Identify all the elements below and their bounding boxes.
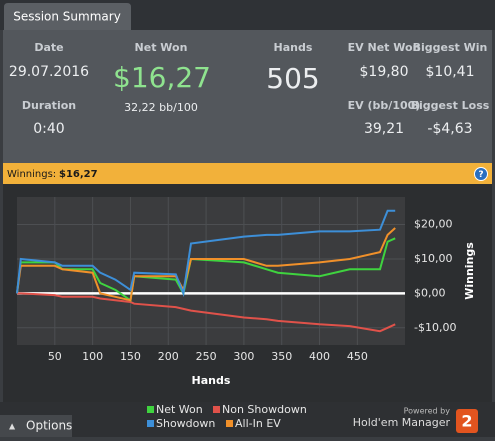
stat-label: EV (bb/100) <box>348 99 421 112</box>
y-tick-label: $0,00 <box>414 286 446 299</box>
winnings-label: Winnings: <box>7 169 56 180</box>
x-tick-label: 300 <box>233 350 254 363</box>
stat-label: Biggest Win <box>413 41 488 54</box>
brand: Hold'em Manager <box>353 416 451 429</box>
powered-by: Powered by <box>404 407 451 416</box>
stat-value: 29.07.2016 <box>9 64 89 80</box>
x-tick-label: 450 <box>347 350 368 363</box>
legend-swatch <box>147 420 154 427</box>
stat-label: Duration <box>22 99 76 112</box>
x-axis-label: Hands <box>192 374 231 387</box>
stat-label: Hands <box>274 41 313 54</box>
stat-value: $16,27 <box>113 61 211 94</box>
x-tick-label: 50 <box>48 350 62 363</box>
stat-value: $19,80 <box>360 64 409 80</box>
x-tick-label: 350 <box>271 350 292 363</box>
stat-label: Net Won <box>135 41 188 54</box>
footer <box>0 402 495 437</box>
y-tick-label: $10,00 <box>414 252 453 265</box>
legend-label: Net Won <box>156 403 203 416</box>
stat-label: Date <box>34 41 63 54</box>
legend-swatch <box>226 420 233 427</box>
legend-label: All-In EV <box>235 417 281 430</box>
help-icon[interactable] <box>474 167 488 181</box>
series-line <box>17 292 396 333</box>
stat-value: -$4,63 <box>427 121 472 137</box>
legend-swatch <box>147 406 154 413</box>
series-line <box>16 209 396 298</box>
options-arrow[interactable]: ▲ <box>9 422 16 431</box>
legend-label: Showdown <box>156 417 215 430</box>
tab-label[interactable]: Session Summary <box>13 10 121 24</box>
legend-swatch <box>213 406 220 413</box>
winnings-value: $16,27 <box>59 169 98 180</box>
x-tick-label: 200 <box>158 350 179 363</box>
logo <box>456 409 478 433</box>
y-tick-label: -$10,00 <box>414 321 456 334</box>
stat-label: EV Net Won <box>348 41 421 54</box>
legend-label: Non Showdown <box>222 403 307 416</box>
stat-value: $10,41 <box>426 64 475 80</box>
x-tick-label: 250 <box>196 350 217 363</box>
x-tick-label: 400 <box>309 350 330 363</box>
help-text[interactable]: ? <box>478 170 483 180</box>
logo-text: 2 <box>461 412 472 431</box>
winnings-bar <box>3 163 492 184</box>
stat-value: 505 <box>266 62 319 95</box>
y-tick-label: $20,00 <box>414 218 453 231</box>
x-tick-label: 150 <box>120 350 141 363</box>
options-tab[interactable] <box>0 415 72 437</box>
stats-panel <box>3 30 492 163</box>
x-tick-label: 100 <box>82 350 103 363</box>
tab[interactable] <box>4 3 131 30</box>
stat-sub: 32,22 bb/100 <box>124 101 198 114</box>
options-label[interactable]: Options <box>26 419 72 433</box>
stat-label: Biggest Loss <box>411 99 490 112</box>
stat-value: 39,21 <box>364 121 404 137</box>
stat-value: 0:40 <box>33 121 64 137</box>
y-axis-label: Winnings <box>463 242 476 300</box>
